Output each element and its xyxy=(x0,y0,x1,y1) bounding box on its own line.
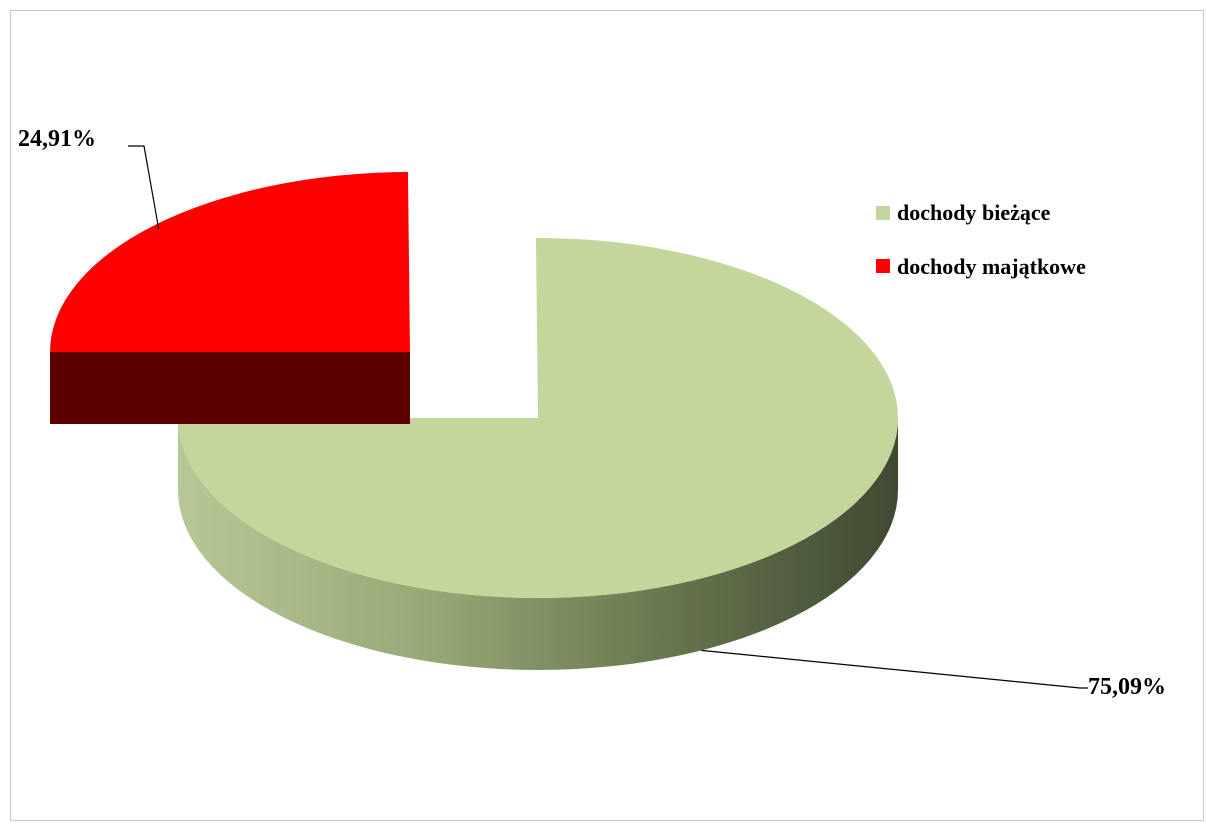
legend-swatch-dochody-biezace xyxy=(876,206,890,220)
pie-slice-dochody-majatkowe xyxy=(50,172,410,352)
legend: dochody bieżące dochody majątkowe xyxy=(876,200,1086,279)
pie-slice-side-dochody-majatkowe xyxy=(50,352,410,424)
pie-slice-dochody-biezace xyxy=(178,238,898,599)
legend-swatch-dochody-majatkowe xyxy=(876,259,890,273)
leader-line-dochody-biezace xyxy=(701,649,1088,689)
legend-label-dochody-majatkowe: dochody majątkowe xyxy=(897,254,1086,279)
data-label-dochody-biezace: 75,09% xyxy=(1088,674,1166,700)
leader-line-dochody-majatkowe xyxy=(128,145,160,230)
data-label-dochody-majatkowe: 24,91% xyxy=(18,126,96,152)
pie-slice-side-dochody-biezace xyxy=(178,418,898,670)
legend-label-dochody-biezace: dochody bieżące xyxy=(897,200,1051,225)
